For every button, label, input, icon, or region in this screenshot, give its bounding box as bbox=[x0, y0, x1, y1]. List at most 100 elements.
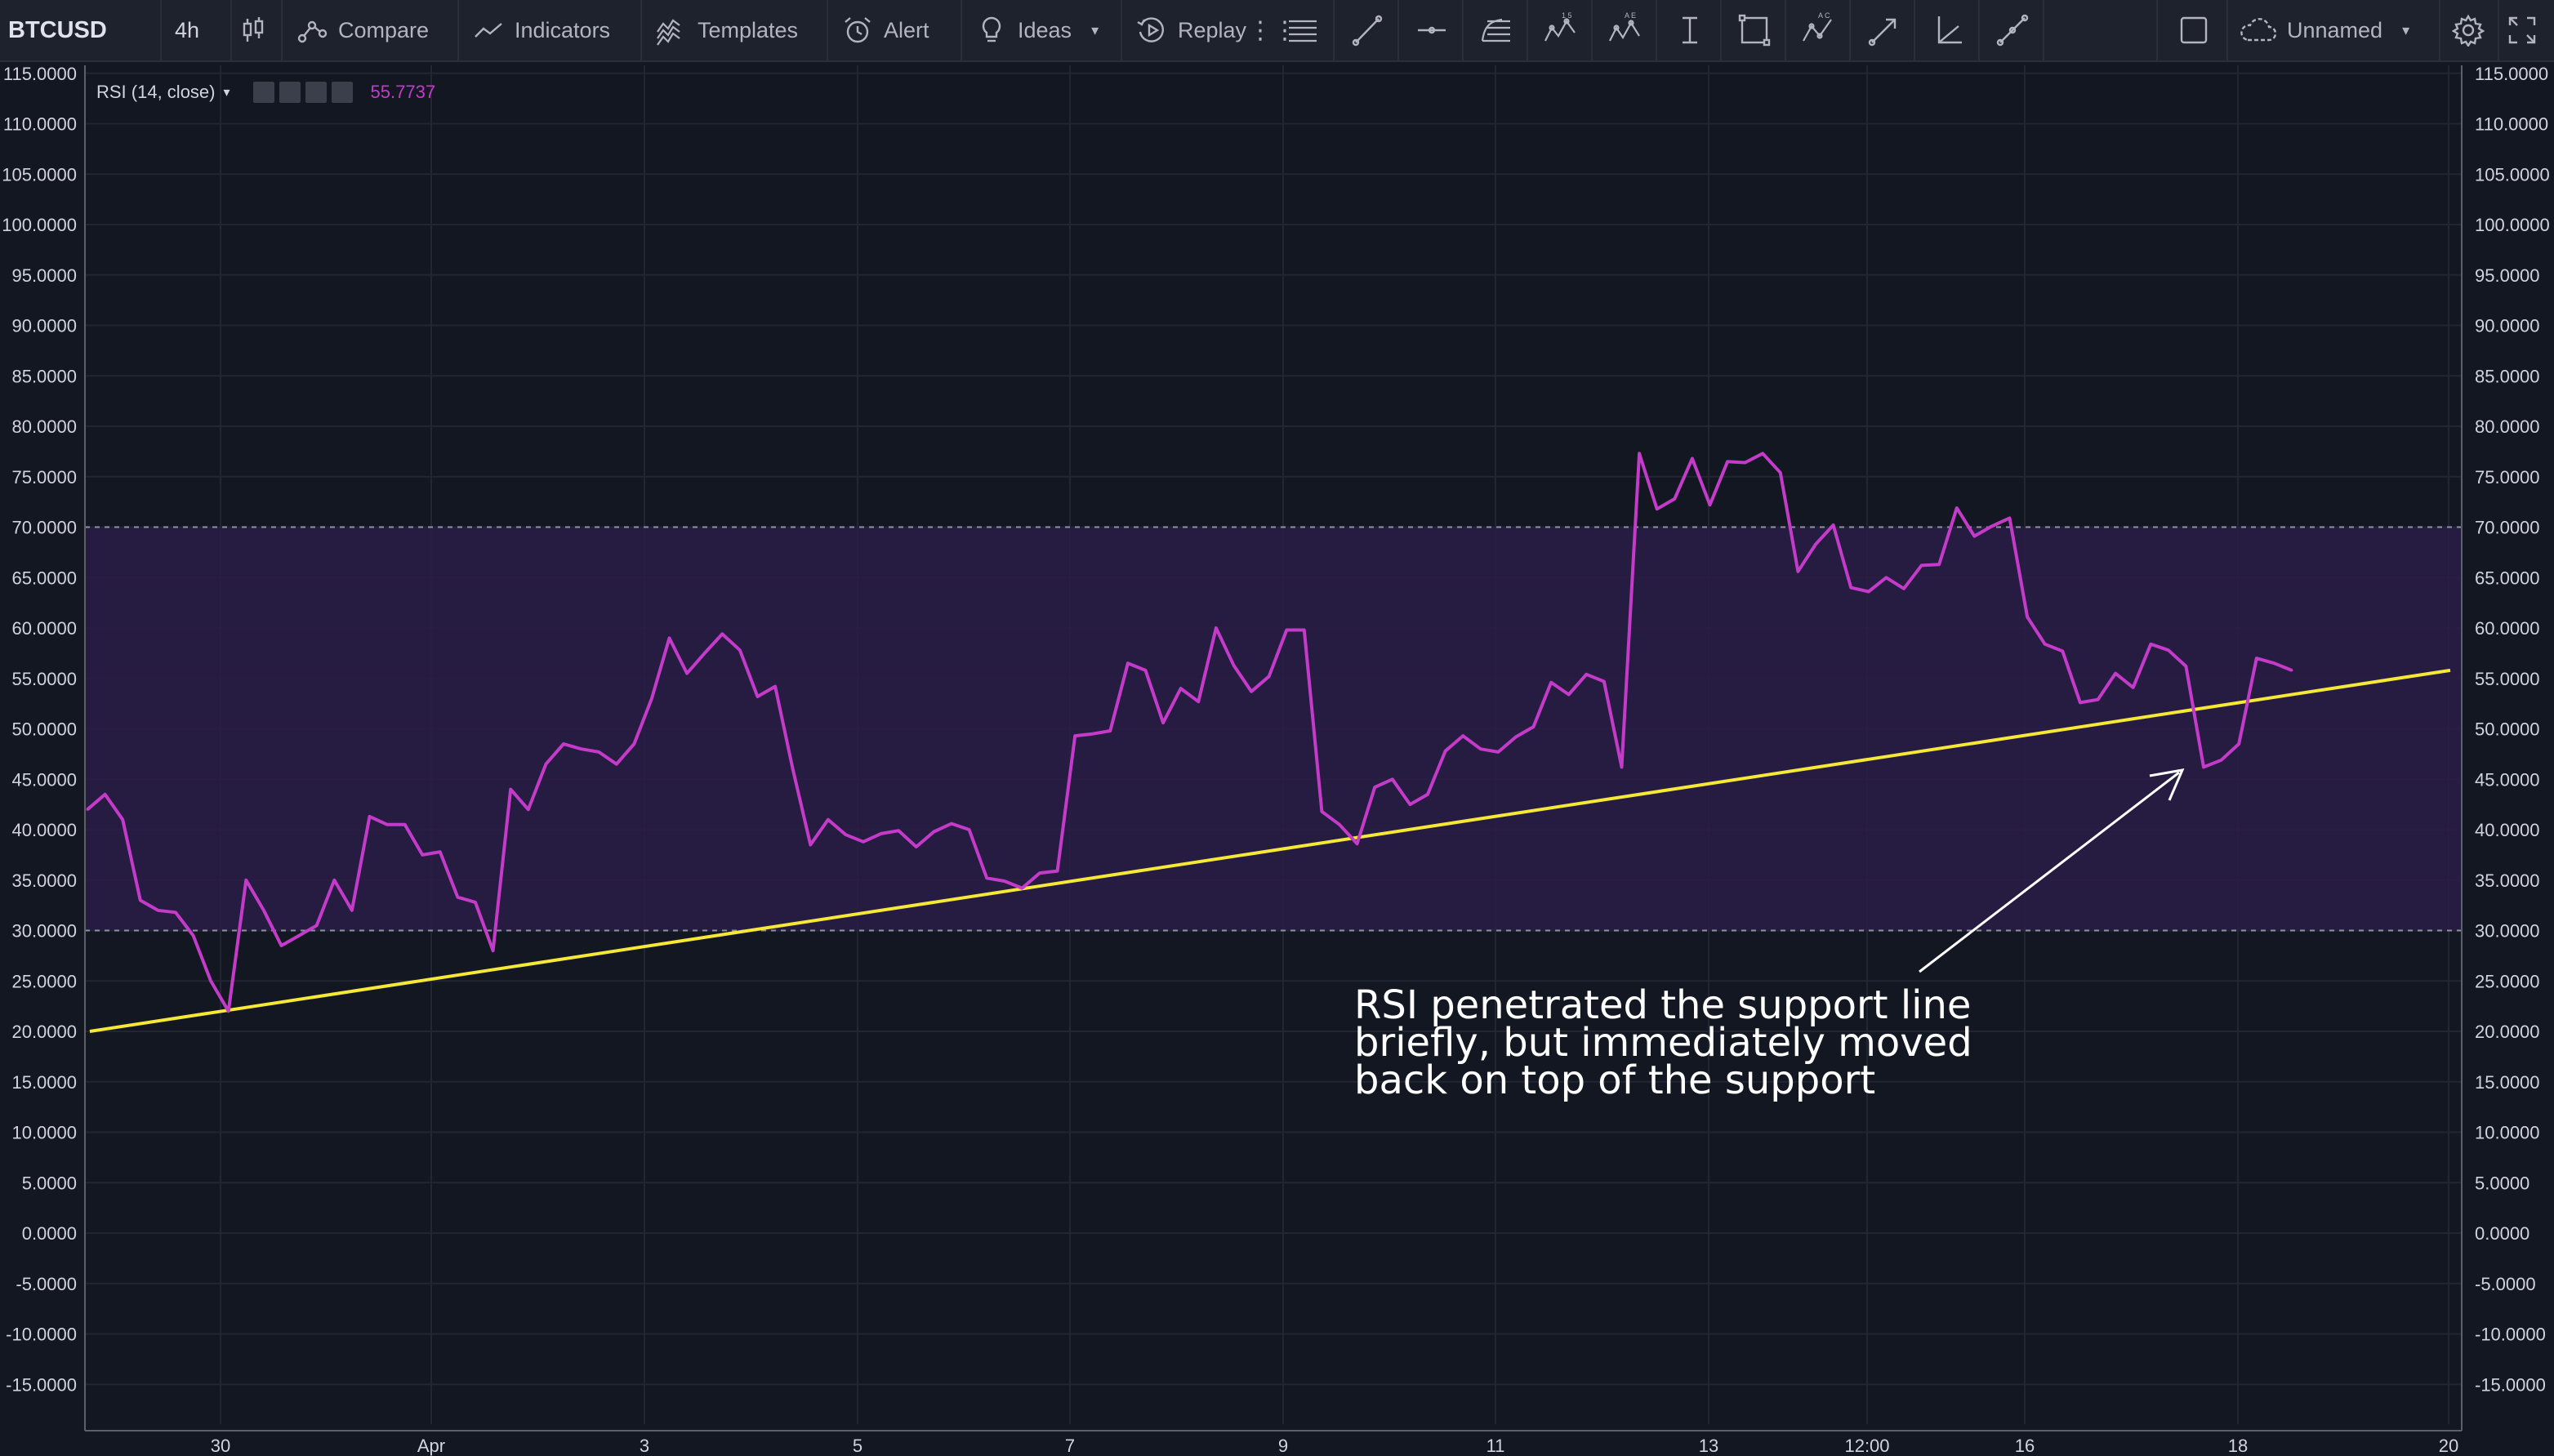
x-tick-label: 18 bbox=[2228, 1436, 2248, 1456]
ideas-button[interactable]: Ideas ▾ bbox=[975, 0, 1114, 60]
rsi-point bbox=[1972, 535, 1976, 538]
toolbar-divider bbox=[1849, 0, 1851, 60]
annotation-text[interactable]: RSI penetrated the support line briefly,… bbox=[1354, 986, 2024, 1100]
toolbar-divider bbox=[1978, 0, 1980, 60]
indicator-value: 55.7737 bbox=[370, 82, 436, 102]
rsi-point bbox=[880, 832, 883, 835]
brush-tool-button[interactable] bbox=[1994, 11, 2031, 49]
y-tick-label: -5.0000 bbox=[16, 1274, 77, 1294]
interval-button[interactable]: 4h bbox=[175, 0, 224, 60]
rsi-point bbox=[2097, 698, 2099, 701]
y-tick-label: 35.0000 bbox=[11, 870, 77, 891]
rsi-point bbox=[421, 853, 424, 857]
annotation-arrow[interactable] bbox=[1919, 768, 2185, 973]
rsi-point bbox=[1867, 590, 1870, 593]
y-tick-label: 75.0000 bbox=[11, 467, 77, 488]
rsi-point bbox=[227, 1009, 230, 1013]
chevron-down-icon: ▾ bbox=[1091, 21, 1099, 38]
horizontal-ray-tool-button[interactable] bbox=[1413, 11, 1451, 49]
rsi-point bbox=[562, 742, 565, 746]
rsi-point bbox=[2290, 669, 2293, 672]
rsi-point bbox=[1585, 673, 1588, 676]
chart-type-button[interactable] bbox=[237, 0, 278, 60]
svg-text:A E: A E bbox=[1625, 11, 1636, 20]
arrow-tool-button[interactable] bbox=[1865, 11, 1902, 49]
y-tick-label: 95.0000 bbox=[2475, 265, 2540, 286]
y-tick-label: 20.0000 bbox=[2475, 1022, 2540, 1042]
rsi-point bbox=[791, 768, 795, 771]
rsi-point bbox=[139, 899, 142, 902]
replay-button[interactable]: Replay bbox=[1135, 0, 1250, 60]
chart-layout-button[interactable] bbox=[2177, 0, 2218, 60]
rsi-point bbox=[297, 934, 301, 937]
x-tick-label: 12:00 bbox=[1844, 1436, 1889, 1456]
rsi-point bbox=[1003, 879, 1006, 883]
pattern-12345-icon: 1 5 bbox=[1542, 11, 1580, 49]
rsi-point bbox=[1902, 587, 1905, 590]
rsi-point bbox=[1215, 626, 1218, 630]
rsi-point bbox=[1761, 452, 1764, 455]
right-price-axis[interactable]: 115.0000 110.0000 105.0000 100.0000 95.0000 9… bbox=[2475, 64, 2550, 1396]
settings-button[interactable] bbox=[2452, 0, 2493, 60]
x-tick-label: 3 bbox=[640, 1436, 649, 1456]
plus-icon[interactable] bbox=[305, 82, 327, 103]
alert-button[interactable]: Alert bbox=[841, 0, 956, 60]
abcde-pattern-tool-button[interactable]: A E bbox=[1607, 11, 1644, 49]
rsi-point bbox=[703, 652, 706, 655]
rectangle-tool-button[interactable] bbox=[1736, 11, 1773, 49]
y-tick-label: 115.0000 bbox=[2475, 64, 2548, 84]
y-tick-label: 100.0000 bbox=[2, 215, 77, 235]
rsi-point bbox=[1461, 734, 1464, 737]
rsi-point bbox=[580, 747, 583, 750]
legend-buttons bbox=[248, 82, 353, 103]
y-tick-label: 80.0000 bbox=[11, 416, 77, 437]
support-trend-line[interactable] bbox=[89, 668, 2451, 1033]
indicators-button[interactable]: Indicators bbox=[472, 0, 635, 60]
left-price-axis[interactable]: 115.0000 110.0000 105.0000 100.0000 95.0000 9… bbox=[2, 64, 77, 1396]
fib-retracement-tool-button[interactable] bbox=[1478, 11, 1515, 49]
rsi-point bbox=[932, 830, 935, 833]
drag-handle-icon[interactable]: ⋮⋮ bbox=[1248, 16, 1297, 44]
close-icon[interactable] bbox=[331, 82, 353, 103]
y-tick-label: 30.0000 bbox=[2475, 921, 2540, 942]
abcd-pattern-tool-button[interactable]: A C bbox=[1800, 11, 1838, 49]
fullscreen-button[interactable] bbox=[2506, 0, 2547, 60]
trend-line-tool-button[interactable] bbox=[1348, 11, 1386, 49]
angle-tool-button[interactable] bbox=[1929, 11, 1967, 49]
rsi-point bbox=[368, 815, 371, 818]
y-tick-label: 90.0000 bbox=[2475, 316, 2540, 336]
eye-icon[interactable] bbox=[252, 82, 274, 103]
toolbar-divider bbox=[2498, 0, 2499, 60]
compare-button[interactable]: Compare bbox=[296, 0, 444, 60]
templates-icon bbox=[655, 14, 688, 47]
rsi-point bbox=[809, 844, 812, 846]
y-tick-label: 10.0000 bbox=[2475, 1123, 2540, 1143]
y-tick-label: 30.0000 bbox=[11, 921, 77, 942]
gear-icon[interactable] bbox=[279, 82, 301, 103]
rsi-point bbox=[756, 695, 759, 698]
annotation-line: briefly, but immediately moved bbox=[1354, 1020, 1972, 1066]
rsi-point bbox=[509, 788, 512, 791]
horizontal-lines-tool-button[interactable] bbox=[1284, 11, 1322, 49]
toolbar-divider bbox=[1462, 0, 1464, 60]
symbol-search-button[interactable]: BTCUSD bbox=[8, 0, 131, 60]
pattern-12345-tool-button[interactable]: 1 5 bbox=[1542, 11, 1580, 49]
date-range-tool-button[interactable] bbox=[1671, 11, 1709, 49]
rsi-point bbox=[192, 934, 195, 937]
rsi-point bbox=[650, 697, 653, 700]
rsi-point bbox=[985, 876, 988, 879]
x-tick-label: Apr bbox=[417, 1436, 445, 1456]
y-tick-label: 50.0000 bbox=[11, 719, 77, 740]
chevron-down-icon[interactable]: ▾ bbox=[223, 86, 230, 100]
rsi-point bbox=[350, 909, 354, 912]
rsi-point bbox=[1920, 563, 1923, 567]
save-layout-button[interactable]: Unnamed ▾ bbox=[2238, 0, 2434, 60]
time-axis[interactable]: 30 Apr 3 5 7 9 11 13 12:00 16 18 20 bbox=[211, 1436, 2458, 1456]
y-tick-label: 35.0000 bbox=[2475, 870, 2540, 891]
toolbar-divider bbox=[1914, 0, 1915, 60]
y-tick-label: 70.0000 bbox=[2475, 518, 2540, 538]
y-tick-label: 5.0000 bbox=[2475, 1173, 2529, 1193]
templates-button[interactable]: Templates bbox=[655, 0, 818, 60]
rsi-chart-pane[interactable]: 115.0000110.0000105.0000100.000095.00009… bbox=[0, 62, 2554, 1456]
indicator-legend[interactable]: RSI (14, close) ▾ 55.7737 bbox=[96, 82, 435, 103]
